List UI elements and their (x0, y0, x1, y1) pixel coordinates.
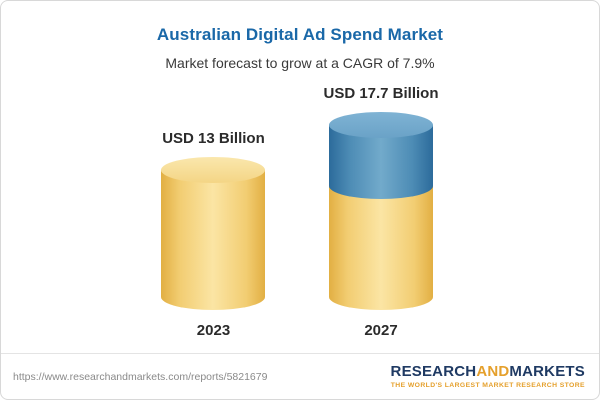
chart-subtitle: Market forecast to grow at a CAGR of 7.9… (165, 55, 435, 71)
cylinder-bar-2027 (329, 112, 433, 310)
logo-word-markets: MARKETS (509, 362, 585, 380)
value-label-2023: USD 13 Billion (162, 130, 265, 147)
footer: https://www.researchandmarkets.com/repor… (1, 353, 599, 399)
cylinder-top-2027 (329, 112, 433, 138)
researchandmarkets-logo: RESEARCHANDMARKETS THE WORLD'S LARGEST M… (390, 362, 585, 390)
cylinder-bar-2023 (161, 157, 266, 310)
chart-header: Australian Digital Ad Spend Market Marke… (1, 1, 599, 71)
value-label-2027: USD 17.7 Billion (323, 85, 439, 102)
report-url: https://www.researchandmarkets.com/repor… (13, 370, 268, 383)
logo-tagline: THE WORLD'S LARGEST MARKET RESEARCH STOR… (390, 382, 585, 390)
category-label-2027: 2027 (364, 322, 398, 339)
logo-word-and: AND (476, 362, 510, 380)
bar-group-2027: USD 17.7 Billion 2027 (323, 85, 438, 339)
cylinder-body-2023 (161, 170, 266, 310)
category-label-2023: 2023 (196, 322, 231, 339)
bar-chart: USD 13 Billion 2023 USD 17.7 Billion 202… (1, 85, 599, 339)
chart-title: Australian Digital Ad Spend Market (156, 25, 444, 44)
bar-group-2023: USD 13 Billion 2023 (161, 130, 266, 339)
logo-wordmark: RESEARCHANDMARKETS (390, 362, 585, 381)
logo-word-research: RESEARCH (390, 362, 477, 380)
cylinder-top-2023 (161, 157, 266, 183)
